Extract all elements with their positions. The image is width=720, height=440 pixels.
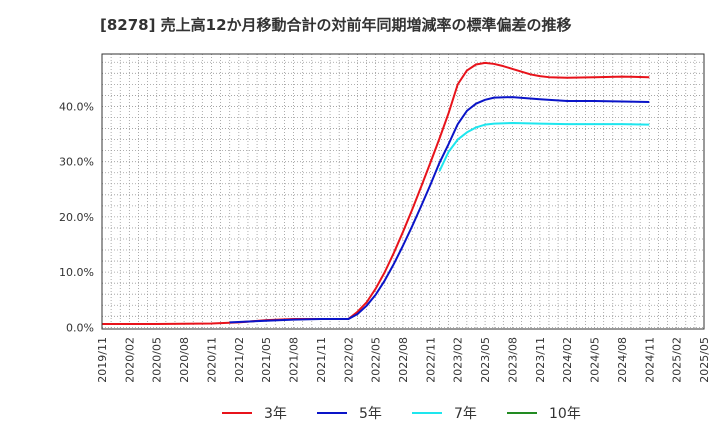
series-lines: [102, 61, 650, 326]
x-tick-label: 2021/02: [233, 337, 246, 383]
x-tick-label: 2020/02: [123, 337, 136, 383]
x-tick-label: 2021/08: [288, 337, 301, 383]
x-tick-label: 2022/11: [424, 337, 437, 383]
y-tick-label: 30.0%: [59, 156, 94, 169]
grid: [102, 54, 704, 329]
x-tick-label: 2025/02: [671, 337, 684, 383]
x-tick-label: 2024/11: [643, 337, 656, 383]
x-tick-label: 2024/05: [589, 337, 602, 383]
plot-frame: [101, 53, 705, 330]
y-tick-label: 40.0%: [59, 100, 94, 113]
chart-title: [8278] 売上高12か月移動合計の対前年同期増減率の標準偏差の推移: [100, 16, 572, 34]
y-tick-label: 20.0%: [59, 211, 94, 224]
x-tick-label: 2021/05: [260, 337, 273, 383]
x-tick-label: 2020/11: [205, 337, 218, 383]
x-tick-label: 2022/08: [397, 337, 410, 383]
y-tick-label: 10.0%: [59, 266, 94, 279]
series-line-7年: [438, 122, 650, 172]
x-axis: 2019/11 2020/02 2020/05 2020/08 2020/11 2021/…: [96, 337, 711, 383]
legend-label: 3年: [264, 406, 287, 422]
x-tick-label: 2021/11: [315, 337, 328, 383]
legend-label: 7年: [454, 406, 477, 422]
y-axis: 0.0% 10.0% 20.0% 30.0% 40.0%: [59, 100, 94, 334]
series-line-5年: [229, 96, 650, 324]
x-tick-label: 2020/08: [178, 337, 191, 383]
x-tick-label: 2020/05: [151, 337, 164, 383]
x-tick-label: 2024/08: [616, 337, 629, 383]
y-tick-label: 0.0%: [66, 321, 94, 334]
x-tick-label: 2023/02: [452, 337, 465, 383]
x-tick-label: 2025/05: [698, 337, 711, 383]
legend-label: 5年: [359, 406, 382, 422]
legend-label: 10年: [549, 406, 581, 422]
x-tick-label: 2024/02: [561, 337, 574, 383]
x-tick-label: 2022/05: [370, 337, 383, 383]
x-tick-label: 2023/05: [479, 337, 492, 383]
x-tick-label: 2023/11: [534, 337, 547, 383]
x-tick-label: 2023/08: [506, 337, 519, 383]
x-tick-label: 2022/02: [342, 337, 355, 383]
x-tick-label: 2019/11: [96, 337, 109, 383]
legend: 3年 5年 7年 10年: [222, 406, 581, 422]
